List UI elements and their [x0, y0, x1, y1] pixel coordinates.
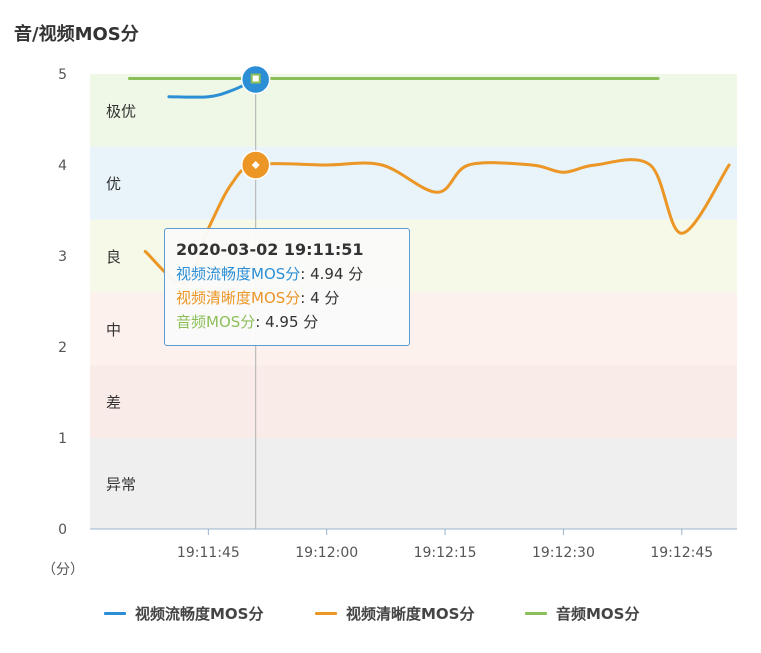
band-异常 [90, 438, 737, 529]
legend-label: 视频流畅度MOS分 [135, 604, 264, 623]
legend-item-clarity[interactable]: 视频清晰度MOS分 [315, 598, 474, 628]
band-差 [90, 365, 737, 438]
legend-item-smoothness[interactable]: 视频流畅度MOS分 [104, 598, 263, 628]
series-line-1 [143, 158, 731, 285]
band-label: 异常 [106, 476, 136, 494]
tooltip-row-smoothness: 视频流畅度MOS分: 4.94 分 [176, 262, 398, 286]
tooltip-time: 2020-03-02 19:11:51 [176, 240, 364, 259]
y-tick-label: 3 [58, 249, 67, 265]
band-label: 良 [106, 248, 121, 266]
legend-item-audio[interactable]: 音频MOS分 [525, 598, 639, 628]
y-tick-label: 0 [58, 522, 67, 538]
legend-swatch [315, 611, 337, 615]
hover-point-audio [250, 73, 261, 84]
tooltip-series-name: 音频MOS分 [176, 313, 256, 331]
tooltip-row-audio: 音频MOS分: 4.95 分 [176, 310, 398, 334]
chart-legend: 视频流畅度MOS分 视频清晰度MOS分 音频MOS分 [0, 598, 761, 628]
legend-label: 视频清晰度MOS分 [346, 604, 475, 623]
y-tick-label: 1 [58, 431, 67, 447]
tooltip-series-name: 视频清晰度MOS分 [176, 289, 301, 307]
tooltip-series-value: : 4.94 分 [300, 265, 364, 283]
band-label: 极优 [106, 102, 136, 120]
x-tick-label: 19:12:30 [532, 545, 595, 561]
x-tick-label: 19:12:45 [650, 545, 713, 561]
x-tick-label: 19:12:00 [295, 545, 358, 561]
hover-point-clarity-diamond [251, 161, 260, 169]
band-极优 [90, 74, 737, 147]
band-label: 差 [106, 394, 121, 412]
chart-title: 音/视频MOS分 [14, 24, 139, 45]
tooltip-series-name: 视频流畅度MOS分 [176, 265, 301, 283]
legend-swatch [525, 611, 547, 615]
y-tick-label: 2 [58, 340, 67, 356]
y-tick-label: 4 [58, 158, 67, 174]
band-label: 优 [106, 175, 121, 193]
tooltip-series-value: : 4 分 [300, 289, 340, 307]
x-tick-label: 19:12:15 [414, 545, 477, 561]
tooltip-series-value: : 4.95 分 [255, 313, 319, 331]
tooltip-row-clarity: 视频清晰度MOS分: 4 分 [176, 286, 398, 310]
legend-label: 音频MOS分 [556, 604, 640, 623]
legend-swatch [104, 611, 126, 615]
chart-tooltip: 2020-03-02 19:11:51 视频流畅度MOS分: 4.94 分 视频… [164, 228, 410, 346]
y-axis-unit: （分） [42, 562, 84, 578]
x-tick-label: 19:11:45 [177, 545, 240, 561]
y-tick-label: 5 [58, 67, 67, 83]
band-label: 中 [106, 321, 121, 339]
